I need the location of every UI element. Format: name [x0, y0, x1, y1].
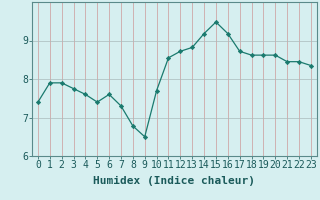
X-axis label: Humidex (Indice chaleur): Humidex (Indice chaleur) — [93, 176, 255, 186]
